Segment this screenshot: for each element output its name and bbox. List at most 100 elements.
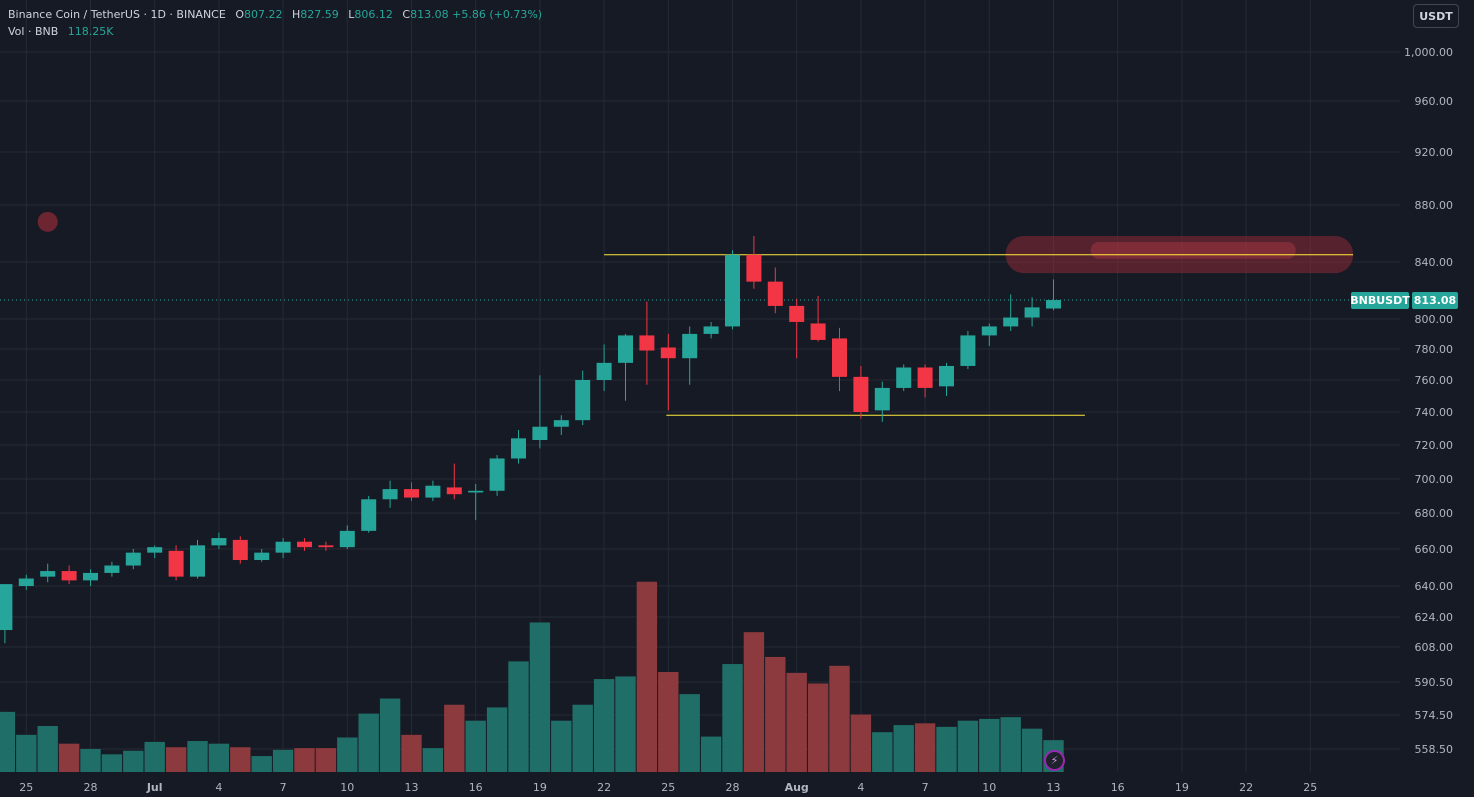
candle[interactable]: [211, 532, 227, 549]
candle-body: [18, 578, 34, 586]
candle[interactable]: [832, 327, 847, 392]
candle[interactable]: [810, 295, 826, 342]
volume-bar: [486, 707, 508, 772]
candle[interactable]: [104, 561, 120, 577]
candle[interactable]: [746, 236, 762, 289]
volume-bar: [58, 743, 80, 772]
grid-lines: [0, 0, 1400, 772]
volume-bar: [165, 747, 187, 772]
candle[interactable]: [532, 375, 548, 449]
currency-button[interactable]: USDT: [1413, 4, 1459, 28]
candle[interactable]: [489, 455, 505, 496]
candle[interactable]: [190, 539, 205, 579]
candle[interactable]: [789, 298, 805, 359]
volume-bar: [979, 718, 1000, 772]
volume-bar: [358, 713, 379, 772]
volume-bar: [401, 734, 422, 772]
candle-body: [960, 335, 976, 366]
candle[interactable]: [361, 495, 377, 533]
candle[interactable]: [40, 563, 56, 583]
legend-open-value: 807.22: [244, 8, 283, 21]
candle[interactable]: [575, 370, 591, 426]
legend-low-value: 806.12: [354, 8, 393, 21]
volume-bar: [315, 748, 337, 772]
x-tick-label: 7: [280, 781, 287, 794]
volume-bar: [615, 676, 636, 772]
x-tick-label: 22: [597, 781, 611, 794]
volume-bar: [208, 743, 230, 772]
candle[interactable]: [18, 574, 34, 590]
candle[interactable]: [404, 482, 419, 501]
candle-body: [318, 545, 334, 548]
legend-high-value: 827.59: [300, 8, 339, 21]
candle[interactable]: [318, 541, 334, 551]
volume-bar: [465, 720, 486, 772]
candle-body: [618, 335, 633, 363]
candle[interactable]: [0, 584, 13, 644]
candle[interactable]: [275, 538, 291, 559]
volume-bar: [850, 714, 872, 772]
candle-body: [596, 362, 612, 380]
candle[interactable]: [853, 365, 869, 419]
candle[interactable]: [596, 344, 612, 392]
candle[interactable]: [682, 326, 698, 385]
candle[interactable]: [297, 538, 312, 551]
candle[interactable]: [83, 569, 98, 586]
volume-bars: [0, 581, 1064, 772]
candle[interactable]: [703, 321, 719, 339]
volume-bar: [37, 725, 58, 772]
candle[interactable]: [960, 330, 976, 370]
candle[interactable]: [553, 415, 569, 436]
candle[interactable]: [446, 463, 462, 500]
y-tick-label: 700.00: [1415, 473, 1454, 486]
candle-body: [104, 565, 120, 573]
candle[interactable]: [125, 549, 141, 570]
candle[interactable]: [896, 364, 912, 392]
candle[interactable]: [939, 362, 954, 396]
candle-body: [446, 487, 462, 495]
candle[interactable]: [917, 364, 933, 398]
candle[interactable]: [639, 301, 655, 385]
candle-body: [682, 333, 698, 359]
candle[interactable]: [468, 484, 484, 521]
candle[interactable]: [61, 565, 77, 585]
candle-body: [553, 420, 569, 427]
candle[interactable]: [981, 323, 997, 346]
candle[interactable]: [1003, 294, 1019, 331]
candle-body: [832, 338, 847, 377]
candle[interactable]: [618, 333, 633, 401]
candle-body: [40, 571, 56, 577]
bolt-icon[interactable]: ⚡: [1044, 750, 1065, 771]
candle-body: [404, 489, 419, 498]
legend-volume-label: Vol · BNB: [8, 25, 59, 38]
candle[interactable]: [232, 536, 248, 564]
candle[interactable]: [767, 267, 783, 314]
candle-body: [211, 538, 227, 546]
candle-body: [917, 367, 933, 388]
candle[interactable]: [874, 381, 890, 422]
volume-bar: [16, 734, 37, 772]
candle[interactable]: [725, 250, 740, 330]
candle[interactable]: [168, 545, 184, 581]
candle[interactable]: [1024, 297, 1040, 327]
candle[interactable]: [147, 545, 163, 559]
candle[interactable]: [254, 549, 270, 562]
candle[interactable]: [382, 480, 398, 508]
legend-ohlc-row: Binance Coin / TetherUS · 1D · BINANCE O…: [8, 6, 542, 23]
time-axis: 25 28 Jul 4 7 10 13 16 19 22 25 28 Aug 4 7 10 13 16 19 22 25: [19, 781, 1317, 794]
candle[interactable]: [339, 525, 355, 549]
x-tick-label: 13: [1047, 781, 1061, 794]
candle[interactable]: [660, 333, 676, 411]
candle-body: [896, 367, 912, 388]
highlight-zone: [37, 211, 1354, 274]
candle[interactable]: [425, 480, 441, 501]
candle[interactable]: [511, 430, 526, 464]
volume-bar: [722, 664, 743, 772]
legend-volume-value: 118.25K: [67, 25, 114, 38]
volume-bar: [636, 581, 658, 772]
candle-body: [575, 380, 591, 421]
candle[interactable]: [1046, 279, 1061, 311]
x-tick-label: 25: [661, 781, 675, 794]
